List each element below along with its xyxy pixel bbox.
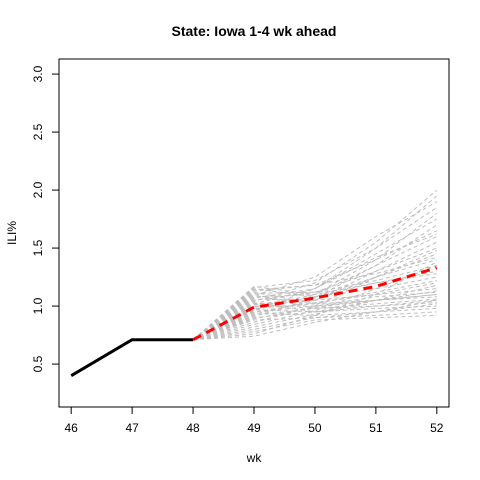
ensemble-line-21	[192, 298, 437, 341]
ensemble-line-32	[192, 195, 438, 341]
y-axis: 0.5 1.0 1.5 2.0 2.5 3.0	[31, 65, 59, 372]
x-tick-label-51: 51	[369, 421, 383, 435]
ensemble-line-39	[192, 294, 437, 341]
ensemble-line-8	[192, 247, 437, 341]
chart-title: State: Iowa 1-4 wk ahead	[172, 23, 337, 39]
ensemble-line-4	[192, 293, 437, 341]
ensemble-line-11	[192, 259, 437, 341]
x-tick-label-52: 52	[430, 421, 444, 435]
y-tick-label-1.0: 1.0	[31, 297, 45, 314]
ensemble-line-28	[193, 303, 437, 341]
ensemble-line-19	[192, 307, 437, 341]
ensemble-lines	[192, 189, 438, 341]
ensemble-line-1	[192, 276, 437, 341]
ensemble-line-12	[192, 273, 437, 341]
ensemble-line-23	[192, 284, 437, 341]
observed-line	[70, 338, 194, 377]
ensemble-line-2	[192, 256, 437, 341]
ensemble-line-22	[192, 224, 438, 341]
ensemble-line-9	[192, 189, 438, 341]
ensemble-line-3	[192, 291, 437, 341]
ensemble-line-31	[193, 299, 437, 341]
series-lines	[70, 266, 438, 377]
ensemble-line-25	[192, 253, 437, 341]
y-tick-label-3.0: 3.0	[31, 65, 45, 82]
x-tick-label-49: 49	[247, 421, 261, 435]
y-tick-label-0.5: 0.5	[31, 355, 45, 372]
ensemble-line-35	[192, 265, 437, 341]
ensemble-line-29	[193, 314, 437, 341]
x-tick-label-47: 47	[125, 421, 139, 435]
ensemble-line-17	[192, 207, 438, 341]
ensemble-line-36	[192, 233, 437, 341]
y-tick-label-2.5: 2.5	[31, 123, 45, 140]
y-tick-label-2.0: 2.0	[31, 181, 45, 198]
ensemble-line-24	[192, 311, 437, 341]
plot-frame	[58, 58, 450, 408]
y-tick-label-1.5: 1.5	[31, 239, 45, 256]
ensemble-line-33	[192, 212, 438, 341]
ensemble-line-34	[192, 201, 438, 341]
ensemble-line-20	[192, 241, 438, 341]
y-axis-label: ILI%	[5, 221, 19, 245]
ensemble-line-14	[192, 230, 438, 341]
ensemble-line-30	[193, 261, 438, 341]
ensemble-line-5	[192, 236, 438, 341]
x-axis-label: wk	[246, 451, 263, 465]
forecast-mean-line	[192, 266, 438, 342]
x-tick-label-50: 50	[308, 421, 322, 435]
x-axis: 46 47 48 49 50 51 52	[65, 407, 444, 435]
ensemble-line-13	[192, 294, 437, 341]
x-tick-label-48: 48	[186, 421, 200, 435]
x-tick-label-46: 46	[65, 421, 79, 435]
ensemble-line-38	[192, 282, 437, 341]
